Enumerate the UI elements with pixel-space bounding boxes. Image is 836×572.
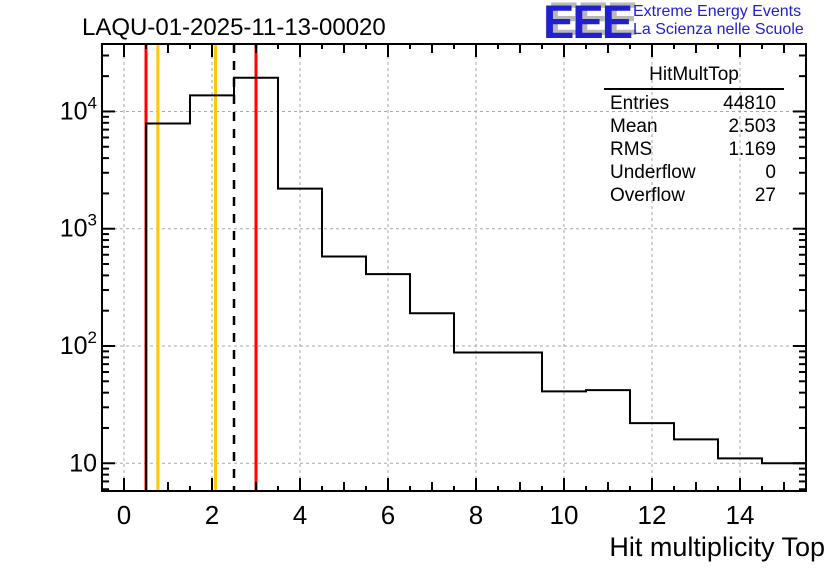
logo-line1: Extreme Energy Events [633,3,802,20]
stats-box: HitMultTop Entries 44810 Mean 2.503 RMS … [604,63,784,207]
x-tick-label: 0 [117,500,131,530]
histogram-line [102,76,806,492]
stats-separator [604,88,784,90]
stats-row-mean: Mean 2.503 [604,115,784,138]
stats-value: 44810 [723,93,776,114]
x-tick-label: 2 [205,500,219,530]
stats-label: RMS [610,139,653,160]
x-tick-label: 6 [381,500,395,530]
stats-value: 2.503 [728,116,776,137]
x-tick-label: 14 [726,500,755,530]
x-axis-title: Hit multiplicity Top [609,532,825,562]
stats-row-rms: RMS 1.169 [604,138,784,161]
stats-row-entries: Entries 44810 [604,92,784,115]
x-tick-label: 12 [638,500,667,530]
stats-value: 0 [765,162,776,183]
stats-title: HitMultTop [649,64,739,85]
x-tick-label: 4 [293,500,307,530]
y-tick-label: 102 [60,328,97,360]
stats-label: Overflow [610,185,685,206]
stats-row-overflow: Overflow 27 [604,184,784,207]
y-tick-label: 103 [60,211,97,243]
x-tick-label: 10 [550,500,579,530]
stats-label: Underflow [610,162,696,183]
stats-label: Mean [610,116,658,137]
stats-value: 1.169 [728,139,776,160]
plot-title: LAQU-01-2025-11-13-00020 [82,14,386,41]
stats-value: 27 [754,185,776,206]
y-tick-label: 104 [60,93,97,125]
stats-row-underflow: Underflow 0 [604,161,784,184]
logo-line2: La Scienza nelle Scuole [633,21,804,38]
y-tick-label: 10 [69,449,97,477]
stats-label: Entries [610,93,670,114]
eee-logo-acronym: EEE [543,0,633,48]
eee-logo-text: Extreme Energy Events La Scienza nelle S… [633,3,804,39]
x-tick-label: 8 [469,500,483,530]
